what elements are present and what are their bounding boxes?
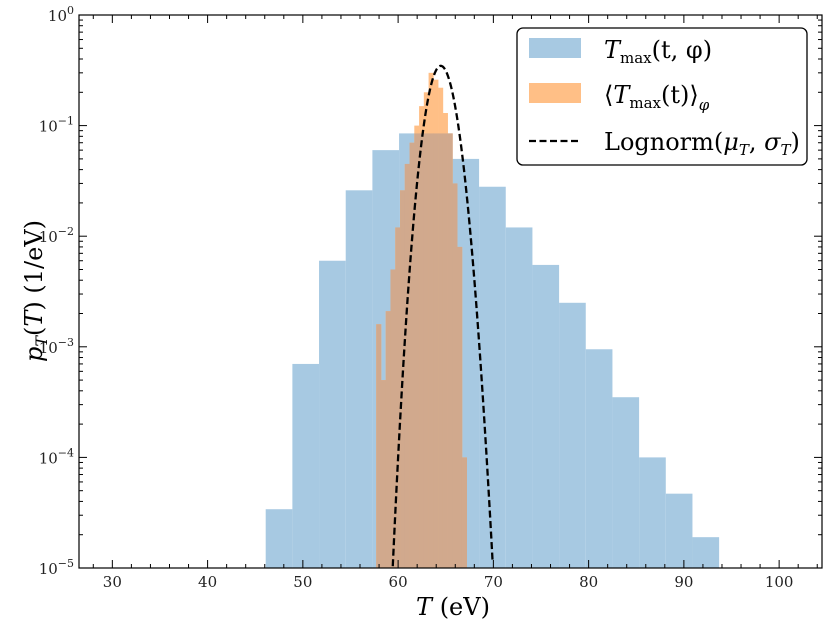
y-tick-label-0: 10−5 (39, 557, 74, 578)
overlap-bar-8 (414, 133, 420, 569)
overlap-bar-17 (457, 246, 463, 568)
tmax-bar-11 (559, 302, 586, 568)
tmax-bar-15 (665, 493, 693, 568)
tmax-bar-8 (479, 186, 506, 568)
legend-swatch-avg (529, 83, 581, 103)
x-tick-label-5: 80 (579, 573, 598, 591)
x-tick-label-7: 100 (765, 573, 794, 591)
tmax-bar-9 (505, 227, 533, 568)
x-tick-label-1: 40 (198, 573, 217, 591)
overlap-bar-0 (376, 324, 382, 568)
tmax-bar-2 (319, 260, 346, 568)
overlap-bar-14 (442, 133, 448, 569)
tmax-bar-0 (265, 509, 293, 568)
axis-ticks (79, 14, 822, 569)
overlap-bar-12 (433, 133, 439, 569)
tmax-bar-10 (532, 264, 560, 568)
y-axis-label: pT(T) (1/eV) (20, 220, 51, 362)
legend-swatch-tmax (529, 38, 581, 58)
x-tick-label-6: 90 (674, 573, 693, 591)
overlap-bar-5 (400, 190, 406, 568)
legend: Tmax(t, φ) ⟨Tmax(t)⟩φ Lognorm(μT, σT) (516, 27, 808, 166)
x-tick-label-0: 30 (103, 573, 122, 591)
tmax-bar-3 (345, 190, 373, 568)
overlap-bar-9 (419, 133, 425, 569)
y-tick-label-4: 10−1 (39, 115, 74, 136)
overlap-bar-16 (452, 183, 458, 568)
overlap-bar-6 (404, 163, 410, 568)
tmax-bar-13 (612, 397, 640, 568)
legend-label-tmax: Tmax(t, φ) (604, 36, 712, 67)
legend-label-lognorm: Lognorm(μT, σT) (604, 128, 800, 159)
overlap-bar-10 (423, 133, 429, 569)
x-tick-label-4: 70 (484, 573, 503, 591)
overlap-bar-13 (438, 133, 444, 569)
overlap-histogram (376, 133, 467, 569)
tmax-bar-1 (292, 363, 320, 568)
overlap-bar-3 (390, 269, 396, 568)
lognorm-curve (391, 64, 494, 567)
x-tick-label-2: 50 (293, 573, 312, 591)
overlap-bar-7 (409, 142, 415, 568)
x-tick-label-3: 60 (389, 573, 408, 591)
y-tick-label-2: 10−3 (39, 336, 74, 357)
y-tick-label-3: 10−2 (39, 225, 74, 246)
legend-frame (516, 27, 808, 166)
tmax-bar-16 (692, 537, 720, 568)
tmax-bar-12 (585, 349, 613, 568)
overlap-bar-18 (461, 457, 467, 568)
legend-label-avg: ⟨Tmax(t)⟩φ (604, 81, 710, 114)
y-tick-label-5: 100 (48, 4, 74, 25)
overlap-bar-2 (385, 311, 391, 568)
y-tick-label-1: 10−4 (39, 446, 74, 467)
overlap-bar-11 (428, 133, 434, 569)
tmax-bar-14 (639, 457, 666, 568)
overlap-bar-1 (380, 380, 387, 568)
axis-tick-labels: 30 40 50 60 70 80 90 100 10−5 10−4 10−3 10−2 10−1 100 (39, 4, 794, 591)
overlap-bar-4 (395, 227, 401, 568)
x-axis-label: T (eV) (416, 593, 490, 621)
plot-frame (78, 14, 823, 569)
overlap-bar-15 (447, 133, 453, 569)
